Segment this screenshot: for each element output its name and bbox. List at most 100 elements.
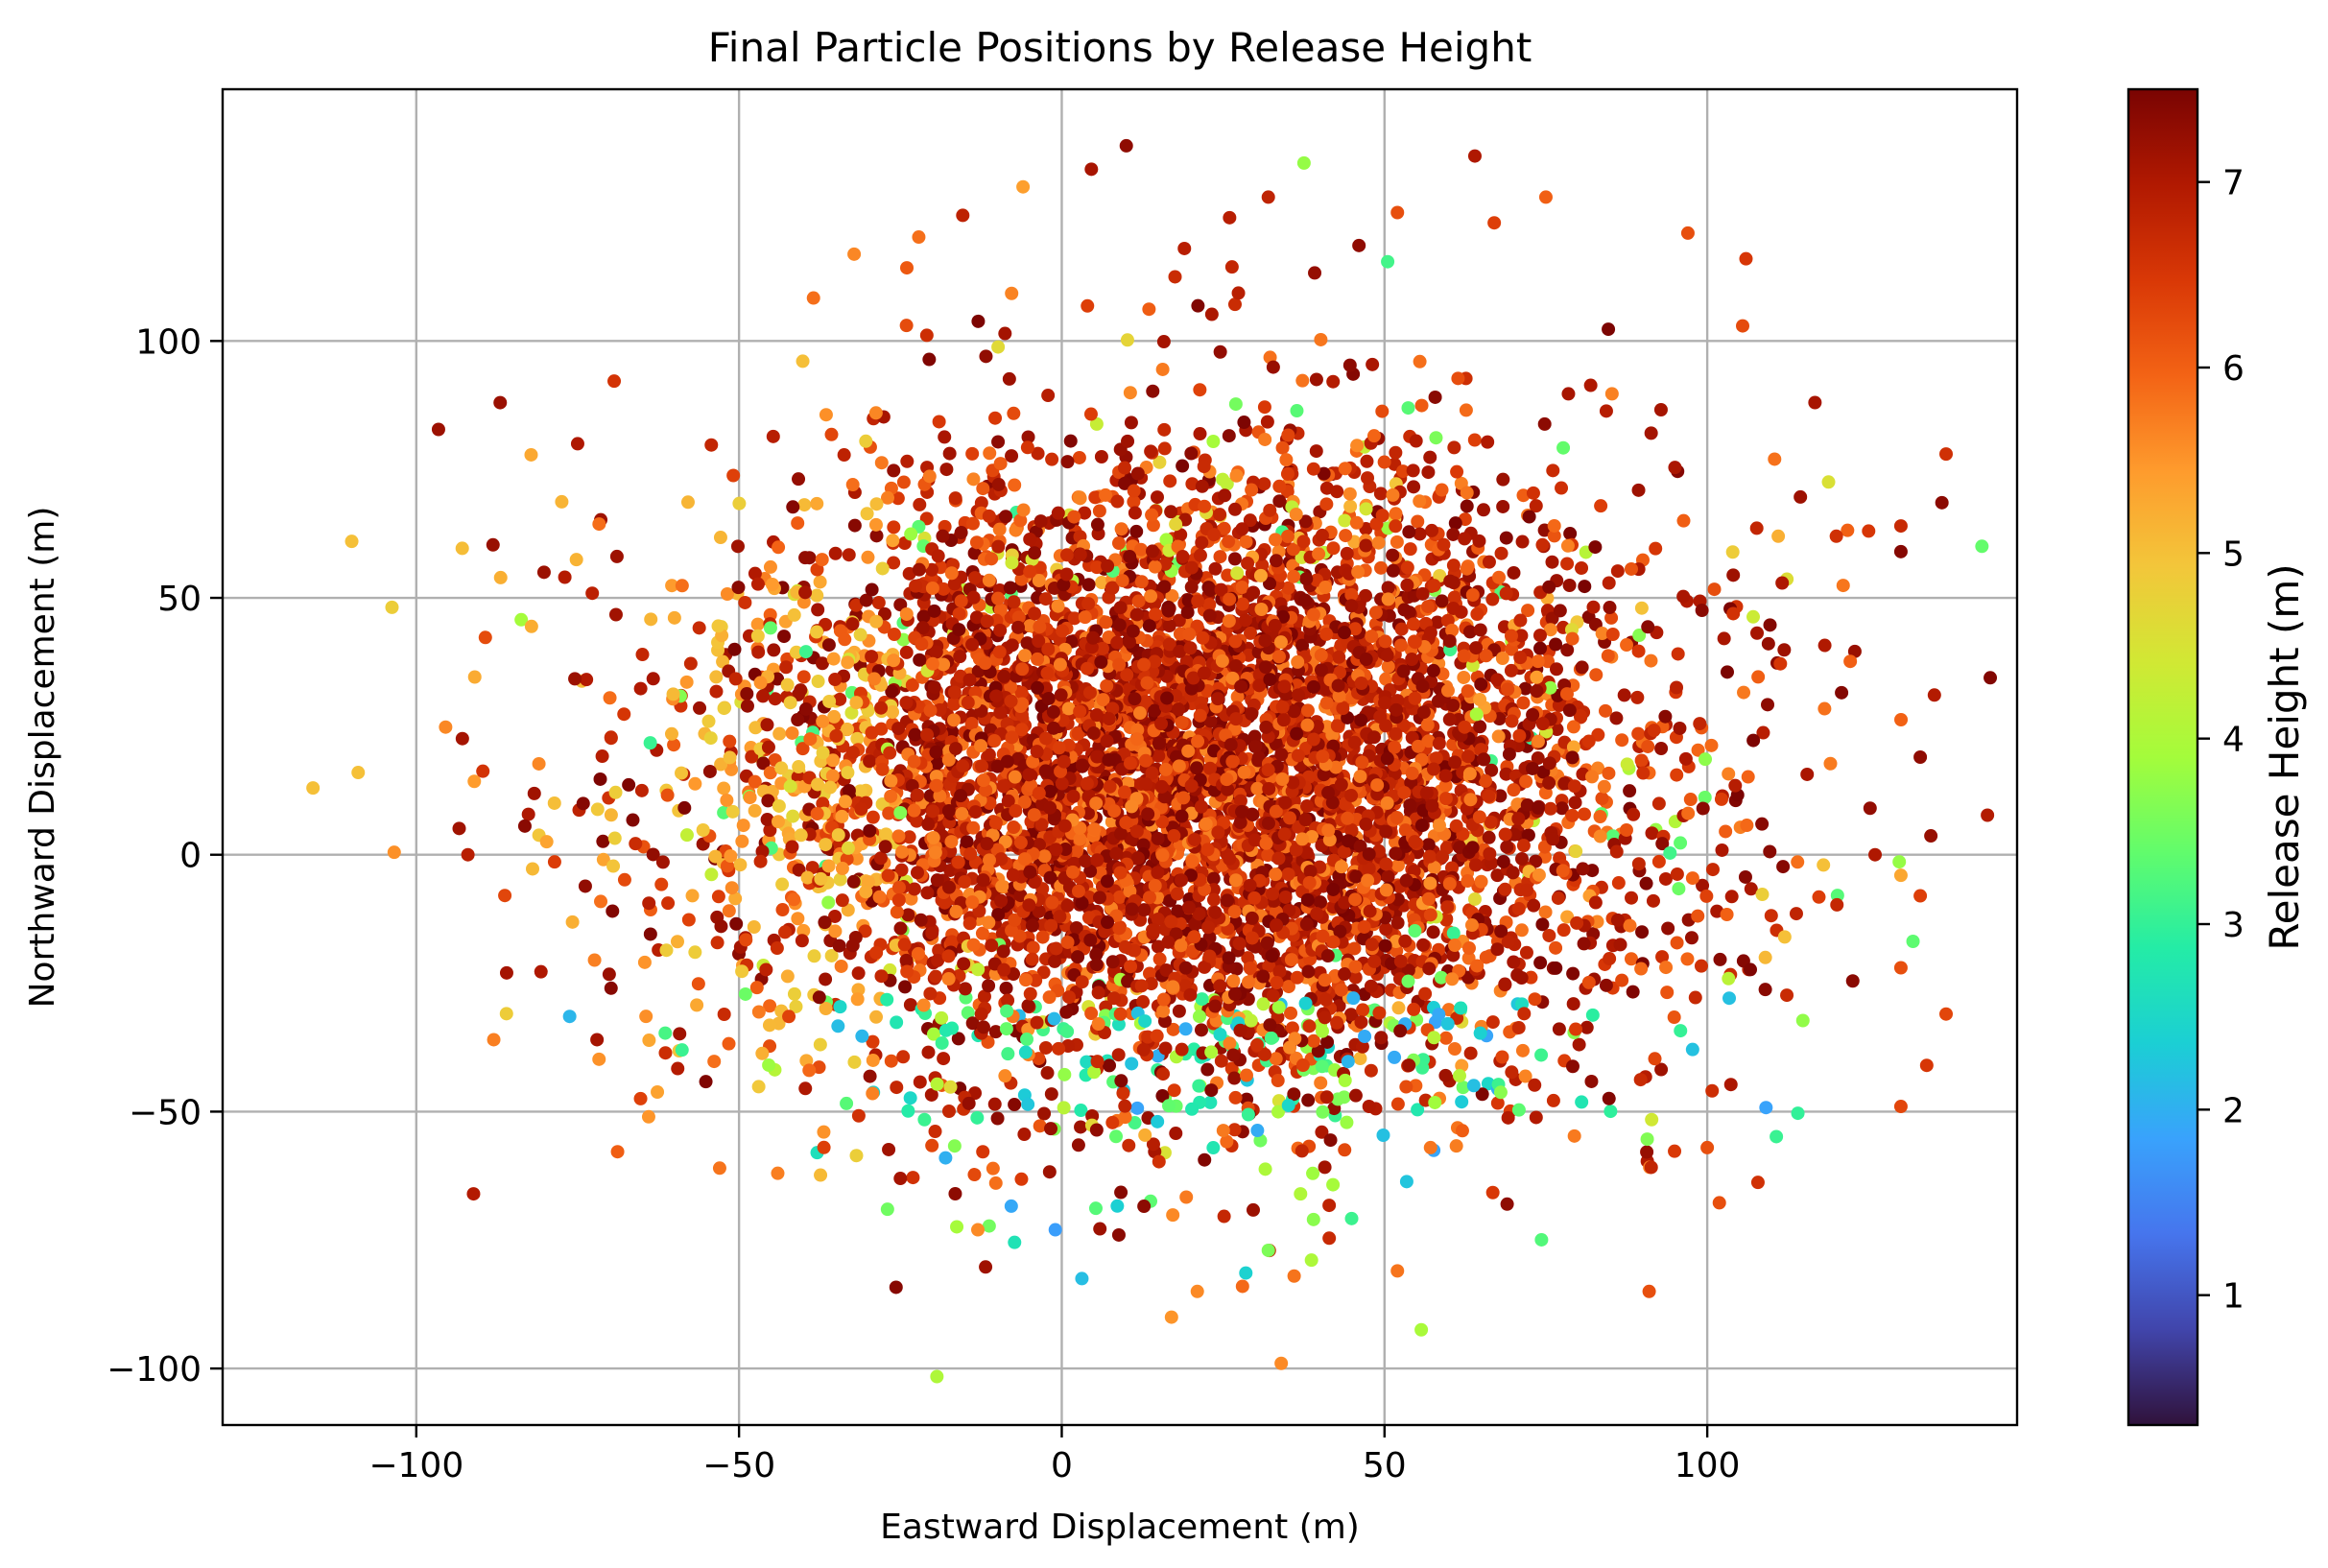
scatter-point bbox=[1150, 490, 1164, 505]
scatter-point bbox=[1394, 638, 1409, 653]
scatter-point bbox=[671, 1061, 685, 1076]
scatter-point bbox=[948, 1186, 962, 1200]
scatter-point bbox=[1204, 307, 1219, 321]
scatter-point bbox=[1663, 845, 1677, 860]
scatter-point bbox=[493, 570, 508, 584]
scatter-point bbox=[524, 619, 538, 633]
scatter-point bbox=[1740, 819, 1754, 833]
scatter-point bbox=[1075, 1271, 1089, 1286]
scatter-point bbox=[953, 650, 967, 664]
scatter-point bbox=[1461, 874, 1475, 889]
scatter-point bbox=[853, 628, 867, 642]
scatter-point bbox=[1411, 1103, 1425, 1117]
scatter-point bbox=[965, 446, 980, 461]
scatter-point bbox=[828, 673, 843, 687]
scatter-point bbox=[763, 823, 777, 838]
scatter-point bbox=[1213, 508, 1227, 522]
scatter-point bbox=[1377, 455, 1391, 469]
scatter-point bbox=[1609, 711, 1624, 725]
scatter-point bbox=[1462, 625, 1477, 639]
scatter-point bbox=[1111, 1227, 1126, 1242]
scatter-point bbox=[1405, 766, 1419, 780]
scatter-point bbox=[1109, 1129, 1124, 1144]
scatter-point bbox=[1230, 566, 1245, 581]
scatter-point bbox=[807, 949, 821, 963]
scatter-point bbox=[1604, 387, 1619, 401]
scatter-point bbox=[1105, 1115, 1120, 1129]
scatter-point bbox=[1296, 155, 1311, 170]
scatter-point bbox=[1514, 923, 1529, 938]
scatter-point bbox=[709, 670, 724, 684]
scatter-point bbox=[1845, 974, 1860, 988]
scatter-point bbox=[1213, 1027, 1227, 1041]
scatter-point bbox=[791, 713, 805, 727]
scatter-point bbox=[1381, 254, 1395, 269]
scatter-point bbox=[664, 726, 678, 741]
scatter-point bbox=[1863, 801, 1877, 816]
scatter-point bbox=[1338, 967, 1352, 982]
scatter-point bbox=[1414, 1322, 1429, 1337]
scatter-point bbox=[1030, 1015, 1044, 1030]
scatter-point bbox=[1375, 404, 1390, 418]
scatter-point bbox=[938, 1023, 953, 1037]
scatter-point bbox=[1549, 940, 1563, 955]
scatter-point bbox=[845, 617, 860, 631]
scatter-point bbox=[1830, 897, 1844, 912]
scatter-point bbox=[1244, 626, 1258, 640]
scatter-point bbox=[1389, 846, 1403, 861]
scatter-point bbox=[1750, 1176, 1765, 1190]
scatter-point bbox=[1529, 854, 1543, 868]
scatter-point bbox=[865, 725, 879, 740]
scatter-point bbox=[455, 731, 469, 746]
scatter-point bbox=[1717, 631, 1731, 646]
scatter-point bbox=[1166, 1208, 1180, 1223]
scatter-point bbox=[901, 1104, 915, 1118]
scatter-point bbox=[937, 1052, 951, 1066]
scatter-point bbox=[1474, 874, 1488, 889]
scatter-point bbox=[854, 802, 868, 817]
scatter-point bbox=[1485, 1185, 1500, 1200]
scatter-point bbox=[821, 859, 836, 873]
scatter-point bbox=[1676, 513, 1691, 528]
scatter-point bbox=[979, 349, 993, 364]
scatter-point bbox=[1535, 537, 1550, 552]
scatter-point bbox=[606, 904, 620, 918]
scatter-point bbox=[1045, 452, 1059, 466]
scatter-point bbox=[1265, 949, 1279, 963]
scatter-point bbox=[1044, 1087, 1058, 1102]
scatter-point bbox=[1390, 535, 1404, 549]
scatter-point bbox=[1467, 891, 1482, 906]
scatter-point bbox=[1278, 890, 1293, 904]
scatter-point bbox=[1599, 978, 1613, 992]
scatter-point bbox=[607, 831, 622, 845]
scatter-point bbox=[985, 552, 999, 566]
scatter-point bbox=[595, 749, 609, 764]
scatter-point bbox=[592, 517, 606, 532]
scatter-point bbox=[1653, 403, 1668, 417]
scatter-point bbox=[1157, 580, 1172, 594]
scatter-point bbox=[637, 955, 652, 969]
scatter-point bbox=[1124, 960, 1138, 974]
scatter-point bbox=[1538, 905, 1553, 919]
scatter-point bbox=[622, 777, 636, 792]
scatter-point bbox=[1808, 395, 1822, 410]
scatter-point bbox=[1589, 668, 1603, 682]
scatter-point bbox=[1457, 649, 1471, 663]
scatter-point bbox=[1008, 1098, 1022, 1112]
scatter-point bbox=[796, 354, 810, 368]
scatter-point bbox=[1800, 767, 1815, 781]
scatter-point bbox=[813, 1037, 827, 1052]
scatter-point bbox=[683, 656, 698, 671]
scatter-point bbox=[814, 1168, 828, 1182]
scatter-point bbox=[1129, 524, 1144, 538]
scatter-point bbox=[1751, 670, 1766, 684]
scatter-point bbox=[1704, 738, 1719, 752]
scatter-point bbox=[1448, 755, 1462, 770]
scatter-point bbox=[1202, 608, 1217, 623]
scatter-point bbox=[903, 1091, 917, 1105]
scatter-point bbox=[965, 516, 980, 531]
scatter-point bbox=[1388, 1050, 1402, 1064]
scatter-point bbox=[439, 720, 453, 734]
scatter-point bbox=[787, 986, 801, 1001]
scatter-point bbox=[866, 810, 880, 824]
